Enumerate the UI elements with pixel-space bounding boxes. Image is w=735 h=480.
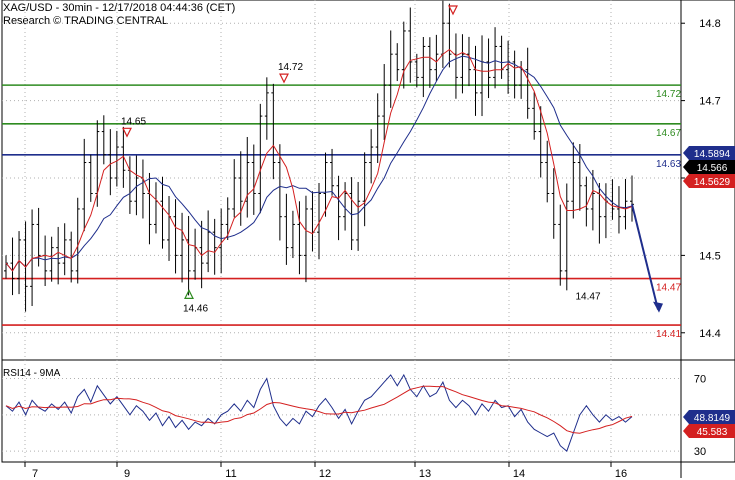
support-resistance-levels — [2, 84, 681, 326]
rsi-panel-title: RSI14 - 9MA — [3, 368, 61, 379]
rsi-badge-value: 45.583 — [697, 427, 728, 438]
time-tick-label: 12 — [319, 468, 331, 480]
trough-marker — [184, 289, 194, 299]
grid-lines — [2, 0, 685, 467]
projection-arrowhead — [653, 301, 663, 313]
rsi-badge-pointer — [683, 410, 689, 424]
price-badge-pointer — [683, 146, 689, 160]
research-credit: Research © TRADING CENTRAL — [3, 15, 168, 27]
time-tick-label: 7 — [32, 468, 38, 480]
rsi-indicator — [5, 373, 633, 452]
rsi-badge-pointer — [683, 424, 689, 438]
level-label: 14.47 — [656, 283, 681, 294]
rsi-badge — [689, 424, 735, 438]
level-label: 14.72 — [656, 89, 681, 100]
slow-moving-average — [5, 55, 633, 272]
peak-marker — [122, 127, 132, 138]
chart-title: XAG/USD - 30min - 12/17/2018 04:44:36 (C… — [3, 2, 236, 14]
rsi-ma-line — [5, 385, 633, 434]
time-tick-label: 11 — [225, 468, 236, 480]
rsi-line — [5, 373, 633, 452]
rsi-badge — [689, 410, 735, 424]
price-tick-label: 14.8 — [699, 18, 720, 30]
rsi-tick-label: 70 — [694, 374, 706, 386]
time-tick-label: 14 — [513, 468, 525, 480]
price-tick-label: 14.5 — [699, 250, 720, 262]
moving-averages — [5, 48, 663, 313]
peak-marker — [279, 73, 289, 84]
peak-label: 14.65 — [121, 116, 146, 127]
plot-border — [1, 0, 735, 463]
chart-labels: 14.414.514.614.714.8307079111213141614.7… — [32, 5, 735, 480]
price-badge — [689, 160, 735, 174]
trough-label: 14.46 — [183, 303, 208, 314]
price-badge — [689, 174, 735, 188]
price-badge-pointer — [683, 160, 689, 174]
high-marker — [448, 5, 458, 16]
price-badge-value: 14.5629 — [694, 177, 731, 188]
price-badge — [689, 146, 735, 160]
time-tick-label: 9 — [124, 468, 130, 480]
level-label: 14.67 — [656, 128, 681, 139]
time-tick-label: 13 — [419, 468, 431, 480]
level-label: 14.41 — [656, 329, 681, 340]
price-badge-pointer — [683, 174, 689, 188]
price-bars — [4, 0, 634, 312]
rsi-tick-label: 30 — [694, 446, 706, 458]
level-label: 14.63 — [656, 159, 681, 170]
price-tick-label: 14.4 — [699, 328, 720, 340]
price-badge-value: 14.566 — [697, 163, 728, 174]
time-tick-label: 16 — [615, 468, 627, 480]
rsi-badge-value: 48.8149 — [694, 413, 731, 424]
peak-label: 14.72 — [278, 62, 303, 73]
projection-arrow — [631, 204, 659, 310]
price-tick-label: 14.7 — [699, 96, 720, 108]
projection-label: 14.47 — [575, 292, 600, 303]
price-badge-value: 14.5894 — [694, 149, 731, 160]
fast-moving-average — [5, 48, 633, 272]
